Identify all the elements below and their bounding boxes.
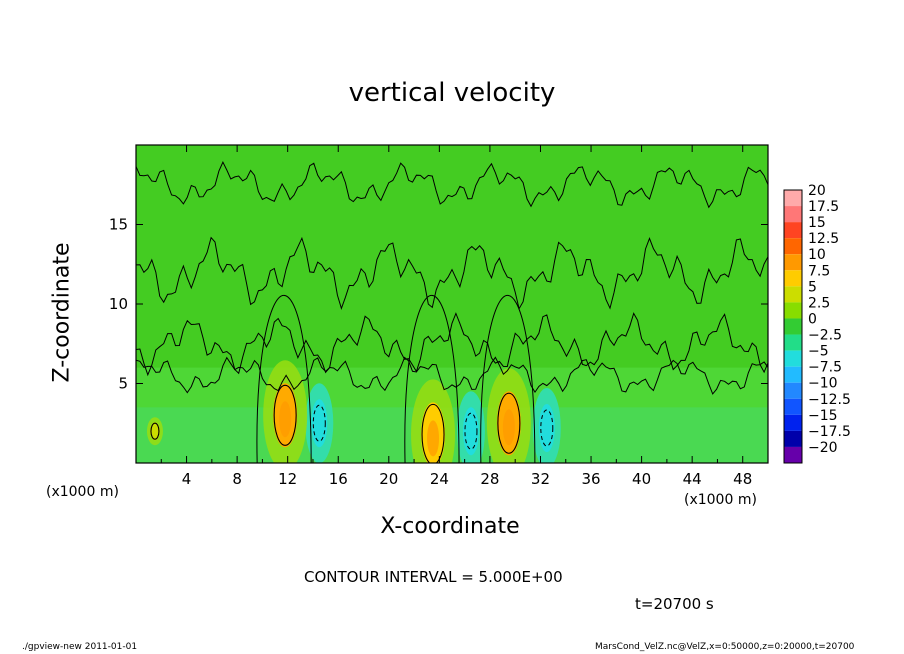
footer-left: ./gpview-new 2011-01-01 <box>22 642 138 652</box>
x-unit-right: (x1000 m) <box>684 492 757 508</box>
colorbar-swatch-2 <box>784 222 802 239</box>
updraft-inner-1 <box>427 420 440 457</box>
colorbar-label-4: 10 <box>808 247 826 263</box>
colorbar-swatch-12 <box>784 382 802 399</box>
colorbar-swatch-9 <box>784 334 802 351</box>
colorbar-swatch-1 <box>784 206 802 223</box>
updraft-contour-0 <box>273 384 297 446</box>
footer-right: MarsCond_VelZ.nc@VelZ,x=0:50000,z=0:2000… <box>595 642 855 652</box>
updraft-inner-0 <box>279 401 292 438</box>
colorbar-label-16: −20 <box>808 440 838 456</box>
x-tick-label-8: 36 <box>581 470 600 488</box>
x-tick-label-5: 24 <box>430 470 449 488</box>
updraft-column-contour-0 <box>256 294 312 463</box>
colorbar-label-3: 12.5 <box>808 231 839 247</box>
colorbar-frame <box>783 189 803 464</box>
field-features <box>136 161 768 463</box>
colorbar-label-1: 17.5 <box>808 199 839 215</box>
colorbar-label-9: −2.5 <box>808 328 842 344</box>
colorbar-label-11: −7.5 <box>808 360 842 376</box>
colorbar-swatch-16 <box>784 446 802 463</box>
colorbar-label-15: −17.5 <box>808 424 851 440</box>
updraft-contour-3 <box>150 422 160 440</box>
x-tick-label-2: 12 <box>278 470 297 488</box>
x-tick-label-7: 32 <box>531 470 550 488</box>
colorbar-label-2: 15 <box>808 215 826 231</box>
x-axis-label: X-coordinate <box>380 514 520 539</box>
downdraft-contour-0 <box>312 404 326 442</box>
contour-zero-mid <box>136 236 768 311</box>
colorbar-swatch-3 <box>784 238 802 255</box>
colorbar-label-13: −12.5 <box>808 392 851 408</box>
x-tick-label-4: 20 <box>379 470 398 488</box>
updraft-core-3 <box>149 422 160 441</box>
colorbar-swatch-14 <box>784 414 802 431</box>
colorbar-label-7: 2.5 <box>808 295 830 311</box>
contour-zero-upper <box>136 161 768 209</box>
colorbar-swatch-10 <box>784 350 802 367</box>
plot-area <box>136 145 768 463</box>
x-tick-label-0: 4 <box>182 470 192 488</box>
y-tick-label-0: 5 <box>118 375 128 393</box>
colorbar-swatch-5 <box>784 270 802 287</box>
colorbar-label-5: 7.5 <box>808 263 830 279</box>
y-tick-label-1: 10 <box>109 295 128 313</box>
colorbar-swatch-6 <box>784 286 802 303</box>
contour-zero-lower <box>136 312 768 377</box>
colorbar-swatch-4 <box>784 254 802 271</box>
x-unit-left: (x1000 m) <box>46 484 119 500</box>
x-tick-label-3: 16 <box>329 470 348 488</box>
colorbar-swatch-13 <box>784 398 802 415</box>
colorbar-swatch-7 <box>784 302 802 319</box>
updraft-contour-2 <box>497 392 521 454</box>
colorbar-label-10: −5 <box>808 344 829 360</box>
colorbar: 2017.51512.5107.552.50−2.5−5−7.5−10−12.5… <box>783 183 851 464</box>
chart-title: vertical velocity <box>348 78 556 108</box>
colorbar-swatch-0 <box>784 190 802 207</box>
x-tick-label-11: 48 <box>733 470 752 488</box>
x-tick-label-10: 44 <box>683 470 702 488</box>
time-label: t=20700 s <box>635 595 714 613</box>
colorbar-label-14: −15 <box>808 408 838 424</box>
y-tick-label-2: 15 <box>109 216 128 234</box>
colorbar-swatch-11 <box>784 366 802 383</box>
downdraft-contour-2 <box>540 409 554 447</box>
updraft-inner-2 <box>502 409 515 446</box>
colorbar-label-8: 0 <box>808 311 817 327</box>
y-axis-label: Z-coordinate <box>49 242 75 383</box>
colorbar-label-12: −10 <box>808 376 838 392</box>
x-tick-label-1: 8 <box>232 470 242 488</box>
x-tick-label-9: 40 <box>632 470 651 488</box>
colorbar-label-0: 20 <box>808 183 826 199</box>
updraft-column-contour-1 <box>404 294 460 463</box>
colorbar-swatch-15 <box>784 430 802 447</box>
updraft-contour-1 <box>421 403 445 463</box>
colorbar-swatch-8 <box>784 318 802 335</box>
contour-interval-label: CONTOUR INTERVAL = 5.000E+00 <box>304 568 563 586</box>
downdraft-contour-1 <box>464 412 478 450</box>
contour-zero-boundary <box>136 356 768 395</box>
x-tick-label-6: 28 <box>480 470 499 488</box>
updraft-column-contour-2 <box>480 294 536 463</box>
colorbar-label-6: 5 <box>808 279 817 295</box>
